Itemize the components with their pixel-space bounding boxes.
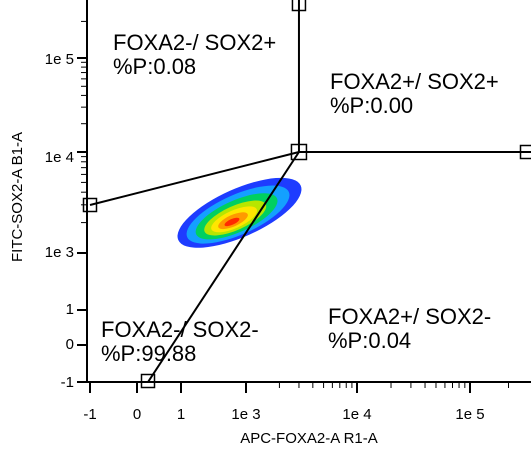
- y-axis-title: FITC-SOX2-A B1-A: [9, 132, 26, 262]
- gate-handle: [82, 197, 98, 213]
- x-tick-label: -1: [83, 406, 96, 423]
- x-tick-label: 1e 3: [231, 406, 260, 423]
- x-tick-label: 1: [177, 406, 185, 423]
- quadrant-upper-left-name: FOXA2-/ SOX2+: [113, 30, 276, 55]
- x-tick-label: 1e 4: [342, 406, 371, 423]
- gate-diagonal-left-line: [89, 151, 300, 206]
- y-tick-label: 1e 4: [45, 149, 74, 166]
- gate-handle: [291, 0, 307, 12]
- quadrant-gate-lines: [89, 0, 531, 382]
- density-population: [177, 177, 302, 248]
- quadrant-upper-left-value: %P:0.08: [113, 54, 196, 79]
- gate-handle: [290, 143, 308, 161]
- y-tick-marks: [77, 20, 87, 383]
- y-tick-label: 1e 5: [45, 51, 74, 68]
- quadrant-lower-left-name: FOXA2-/ SOX2-: [101, 317, 259, 342]
- y-tick-label: 1e 3: [45, 244, 74, 261]
- quadrant-lower-right-name: FOXA2+/ SOX2-: [328, 304, 491, 329]
- quadrant-upper-right-name: FOXA2+/ SOX2+: [330, 69, 499, 94]
- y-tick-label: 1: [66, 301, 74, 318]
- density-contour: [224, 217, 240, 227]
- x-tick-label: 1e 5: [455, 406, 484, 423]
- quadrant-upper-right-value: %P:0.00: [330, 93, 413, 118]
- quadrant-lower-right-value: %P:0.04: [328, 328, 411, 353]
- gate-handle: [140, 373, 156, 389]
- y-tick-label: -1: [61, 374, 74, 391]
- quadrant-lower-left-value: %P:99.88: [101, 341, 196, 366]
- gate-handles: [82, 0, 531, 389]
- gate-handle: [519, 144, 531, 160]
- gate-diagonal-bottom-line: [147, 151, 300, 382]
- y-tick-label: 0: [66, 336, 74, 353]
- x-tick-marks: [89, 382, 509, 393]
- x-tick-label: 0: [133, 406, 141, 423]
- x-axis-title: APC-FOXA2-A R1-A: [240, 430, 378, 447]
